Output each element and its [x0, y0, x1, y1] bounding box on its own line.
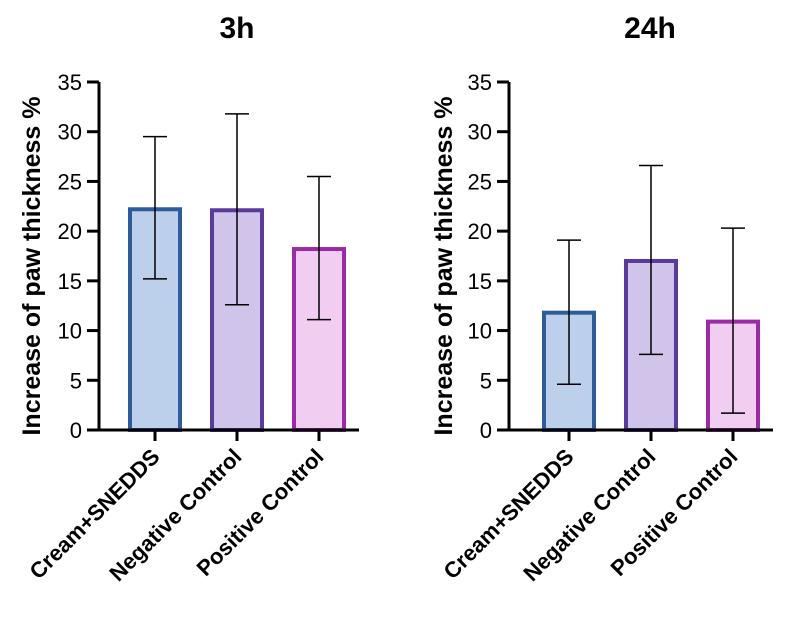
chart-panel-0: 3h Increase of paw thickness % 0 5 10 15 20 25 3…	[18, 12, 359, 586]
y-axis-label: Increase of paw thickness %	[430, 96, 458, 435]
y-tick-label: 5	[480, 368, 492, 393]
y-tick-label: 0	[480, 418, 492, 443]
y-tick-label: 35	[58, 70, 82, 95]
chart-title: 3h	[219, 12, 254, 45]
y-tick-label: 15	[468, 269, 492, 294]
y-tick-label: 30	[468, 120, 492, 145]
y-tick-label: 25	[58, 169, 82, 194]
chart-title: 24h	[624, 12, 676, 45]
y-tick-label: 0	[70, 418, 82, 443]
y-tick-label: 15	[58, 269, 82, 294]
y-tick-label: 35	[468, 70, 492, 95]
y-tick-label: 5	[70, 368, 82, 393]
y-tick-label: 30	[58, 120, 82, 145]
y-tick-label: 10	[468, 319, 492, 344]
y-tick-label: 20	[468, 219, 492, 244]
y-tick-label: 20	[58, 219, 82, 244]
chart-panel-1: 24h Increase of paw thickness % 0 5 10 15 20 25…	[430, 12, 773, 586]
y-tick-label: 10	[58, 319, 82, 344]
y-axis-label: Increase of paw thickness %	[18, 96, 46, 435]
y-tick-label: 25	[468, 169, 492, 194]
